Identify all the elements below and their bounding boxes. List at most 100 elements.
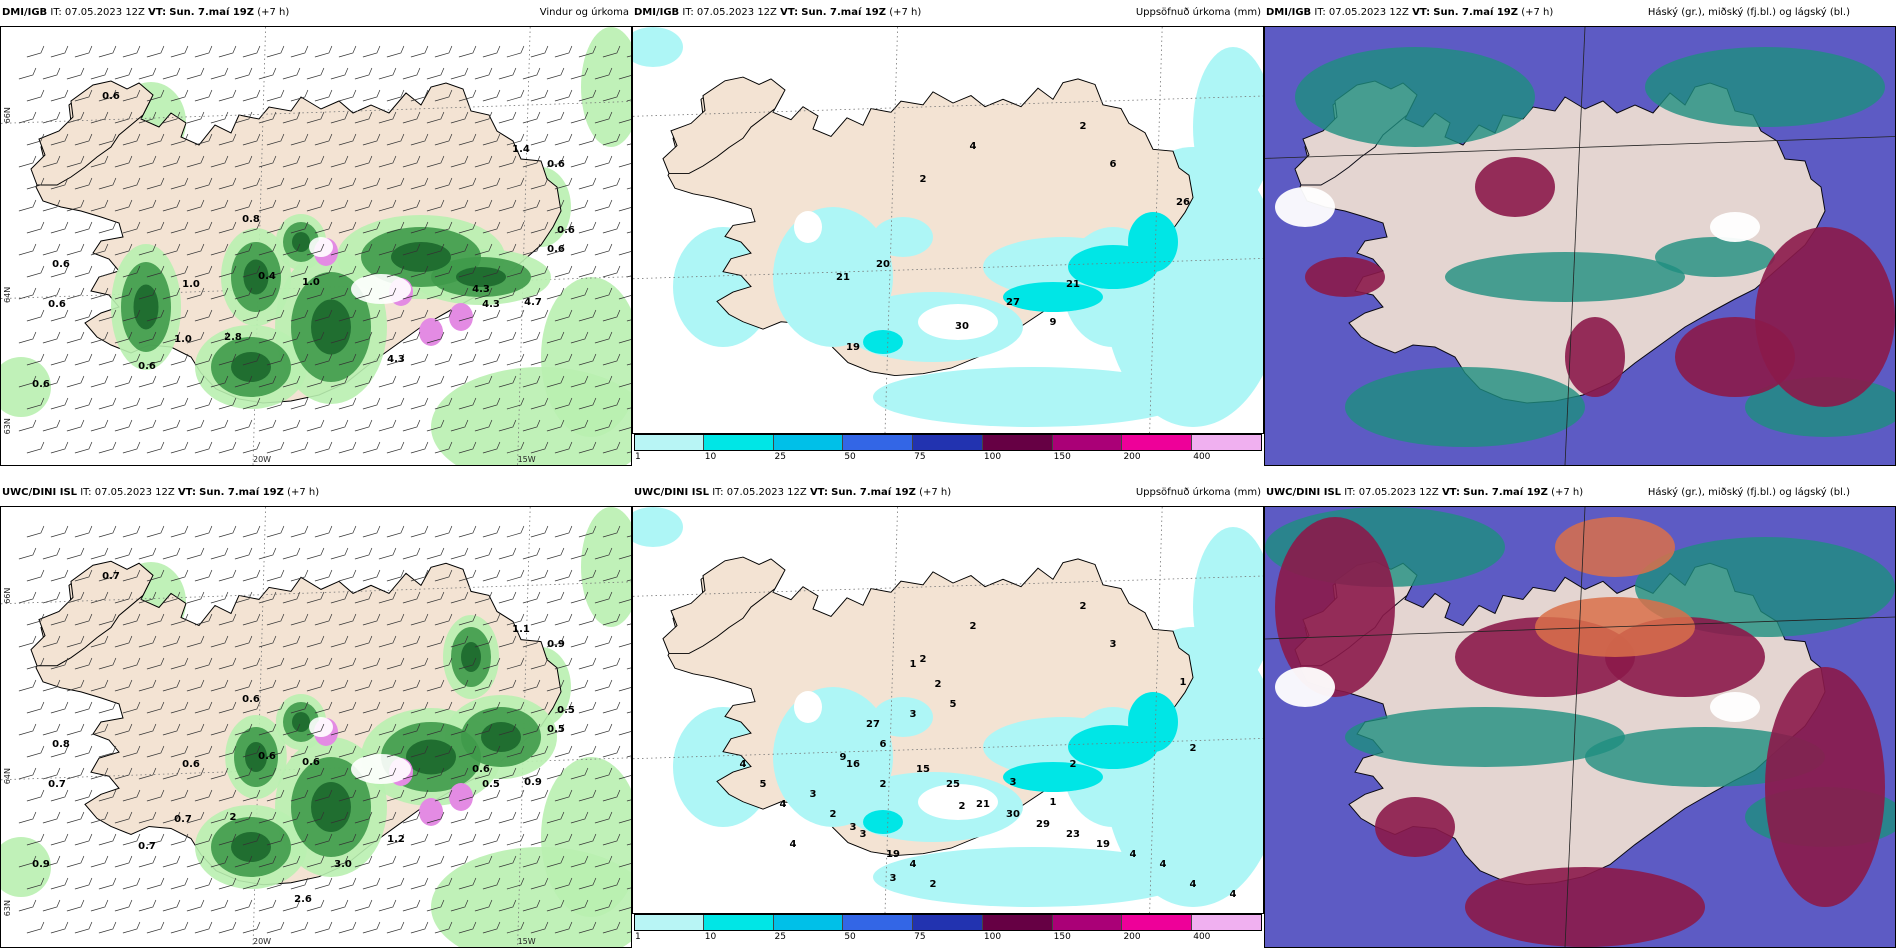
high-cloud-area [1445, 252, 1685, 302]
wind-barb [594, 243, 613, 256]
wind-barb [378, 67, 397, 80]
wind-barb [498, 331, 517, 344]
wind-barb [578, 833, 597, 846]
wind-barb [26, 701, 45, 714]
wind-barb [282, 419, 301, 432]
wind-barb [386, 441, 405, 454]
wind-barb [426, 375, 445, 388]
panel-header: UWC/DINI ISL IT: 07.05.2023 12Z VT: Sun.… [632, 480, 1264, 506]
wind-barb [506, 177, 525, 190]
wind-barb [530, 265, 549, 278]
wind-barb [402, 591, 421, 604]
precip-colorbar: 1 10 25 50 75 100 150 200 400 [634, 434, 1262, 462]
wind-barb [618, 75, 631, 80]
wind-barb [410, 309, 429, 322]
wind-barb [90, 199, 109, 212]
wind-barb [458, 265, 477, 278]
wind-barb [114, 375, 133, 388]
accum-value-label: 4 [910, 859, 917, 870]
clear-sky-area [1710, 692, 1760, 722]
wind-barb [266, 789, 285, 802]
wind-barb [218, 89, 237, 102]
land-precip [111, 214, 551, 409]
wind-barb [450, 419, 469, 432]
wind-barb [146, 833, 165, 846]
precip-value-label: 4.3 [482, 299, 500, 310]
wind-barb [26, 921, 45, 934]
wind-barb [122, 441, 141, 454]
wind-barb [570, 547, 589, 560]
wind-barb [434, 177, 453, 190]
wind-barb [234, 899, 253, 912]
accum-value-label: 3 [1010, 777, 1017, 788]
wind-barb [314, 877, 333, 890]
wind-barb [282, 679, 301, 692]
wind-barb [114, 679, 133, 692]
wind-barb [330, 331, 349, 344]
accum-value-label: 2 [1080, 601, 1087, 612]
accum-value-label: 5 [950, 699, 957, 710]
wind-barb [122, 833, 141, 846]
map-cloud-cover [1264, 26, 1896, 466]
wind-barb [570, 591, 589, 604]
wind-barb [242, 657, 261, 670]
wind-barb [386, 221, 405, 234]
wind-barb [242, 397, 261, 410]
wind-barb [474, 899, 493, 912]
wind-barb [266, 397, 285, 410]
wind-barb [122, 397, 141, 410]
wind-barb [122, 745, 141, 758]
wind-barb [498, 243, 517, 256]
precip-area [243, 259, 269, 295]
wind-barb [146, 701, 165, 714]
wind-barb [594, 67, 613, 80]
wind-barb [210, 419, 229, 432]
precip-value-label: 0.8 [52, 739, 70, 750]
lon-line [517, 507, 531, 947]
wind-barb [290, 701, 309, 714]
wind-barb [378, 287, 397, 300]
wind-barb [330, 635, 349, 648]
wind-barb [546, 287, 565, 300]
wind-barb [530, 45, 549, 58]
wind-barb [434, 789, 453, 802]
wind-barb [98, 921, 117, 934]
colorbar-tick-label: 25 [774, 452, 786, 462]
wind-barb [66, 199, 85, 212]
wind-barb [570, 635, 589, 648]
wind-barb [218, 921, 237, 934]
glacier-area [918, 784, 998, 820]
wind-barb [218, 613, 237, 626]
high-cloud-area [1655, 237, 1775, 277]
wind-barb [138, 899, 157, 912]
wind-barb [162, 679, 181, 692]
accum-value-label: 2 [935, 679, 942, 690]
wind-barb [306, 199, 325, 212]
wind-barb [458, 745, 477, 758]
wind-barb [338, 789, 357, 802]
wind-barb [114, 287, 133, 300]
wind-barb [306, 243, 325, 256]
wind-barb [138, 199, 157, 212]
wind-barb [570, 723, 589, 736]
wind-barb [122, 569, 141, 582]
wind-barb [74, 441, 93, 454]
glacier-area [794, 211, 822, 243]
wind-barb [138, 855, 157, 868]
wind-barb [186, 111, 205, 124]
sea-precip [633, 27, 1263, 427]
heavy-precip-cell [419, 798, 443, 826]
accum-value-label: 2 [830, 809, 837, 820]
wind-barb [474, 67, 493, 80]
wind-barb [498, 199, 517, 212]
wind-barb [290, 221, 309, 234]
wind-barb [554, 745, 573, 758]
wind-barb [138, 591, 157, 604]
wind-barb [594, 111, 613, 124]
wind-barb [290, 833, 309, 846]
wind-barb [482, 133, 501, 146]
wind-barb [114, 767, 133, 780]
wind-barb [266, 441, 285, 454]
precip-value-label: 0.6 [557, 225, 575, 236]
wind-barb [146, 397, 165, 410]
